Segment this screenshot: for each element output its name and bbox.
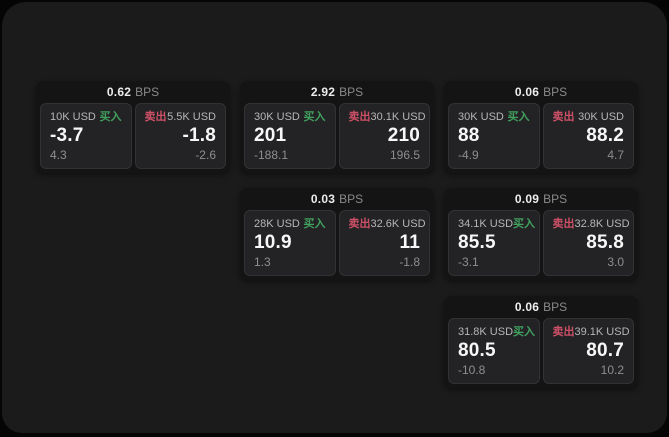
sell-delta: 3.0 <box>607 255 624 269</box>
buy-label: 买入 <box>303 111 326 123</box>
buy-price: 88 <box>458 125 480 146</box>
sell-amount: 32.6K USD <box>370 218 426 230</box>
buy-label: 买入 <box>513 218 536 230</box>
sell-amount: 30.1K USD <box>370 111 426 123</box>
bps-header: 0.06 BPS <box>444 81 638 103</box>
sell-label: 卖出 <box>348 111 371 123</box>
buy-amount: 30K USD <box>254 111 300 123</box>
buy-price: 85.5 <box>458 232 496 253</box>
bps-label: BPS <box>543 300 568 314</box>
quote-body: 10K USD 买入 -3.7 4.3 卖出 5.5K USD -1.8 -2.… <box>36 103 230 173</box>
sell-price: 80.7 <box>586 340 624 361</box>
sell-panel[interactable]: 卖出 32.8K USD 85.8 3.0 <box>542 210 634 276</box>
quote-body: 31.8K USD 买入 80.5 -10.8 卖出 39.1K USD 80.… <box>444 318 638 388</box>
bps-label: BPS <box>543 85 568 99</box>
sell-panel[interactable]: 卖出 30K USD 88.2 4.7 <box>542 103 634 169</box>
bps-header: 0.06 BPS <box>444 296 638 318</box>
buy-panel[interactable]: 30K USD 买入 88 -4.9 <box>448 103 540 169</box>
sell-panel[interactable]: 卖出 30.1K USD 210 196.5 <box>338 103 430 169</box>
sell-price: 210 <box>387 125 420 146</box>
bps-label: BPS <box>339 192 364 206</box>
buy-delta: -3.1 <box>458 255 479 269</box>
bps-value: 0.03 <box>310 192 336 206</box>
buy-delta: 4.3 <box>50 148 67 162</box>
bps-label: BPS <box>543 192 568 206</box>
sell-delta: -1.8 <box>399 255 420 269</box>
buy-delta: -10.8 <box>458 363 486 377</box>
bps-value: 0.06 <box>514 300 540 314</box>
buy-price: 201 <box>254 125 287 146</box>
buy-price: 10.9 <box>254 232 292 253</box>
sell-label: 卖出 <box>552 218 575 230</box>
sell-delta: 4.7 <box>607 148 624 162</box>
sell-price: 85.8 <box>586 232 624 253</box>
buy-delta: -188.1 <box>254 148 289 162</box>
bps-value: 0.62 <box>106 85 132 99</box>
buy-price: 80.5 <box>458 340 496 361</box>
quote-body: 34.1K USD 买入 85.5 -3.1 卖出 32.8K USD 85.8… <box>444 210 638 280</box>
sell-delta: 10.2 <box>600 363 624 377</box>
bps-header: 2.92 BPS <box>240 81 434 103</box>
sell-price: 88.2 <box>586 125 624 146</box>
quote-card-2: 2.92 BPS 30K USD 买入 201 -188.1 卖出 30.1K … <box>240 81 434 173</box>
sell-delta: -2.6 <box>195 148 216 162</box>
buy-amount: 30K USD <box>458 111 504 123</box>
buy-label: 买入 <box>303 218 326 230</box>
buy-label: 买入 <box>99 111 122 123</box>
sell-price: 11 <box>399 232 420 253</box>
buy-amount: 31.8K USD <box>458 326 514 338</box>
sell-label: 卖出 <box>348 218 371 230</box>
quote-card-1: 0.62 BPS 10K USD 买入 -3.7 4.3 卖出 5.5K USD… <box>36 81 230 173</box>
sell-amount: 39.1K USD <box>574 326 630 338</box>
sell-panel[interactable]: 卖出 39.1K USD 80.7 10.2 <box>542 318 634 384</box>
buy-delta: -4.9 <box>458 148 479 162</box>
bps-header: 0.03 BPS <box>240 188 434 210</box>
bps-header: 0.62 BPS <box>36 81 230 103</box>
buy-amount: 10K USD <box>50 111 96 123</box>
sell-label: 卖出 <box>552 111 575 123</box>
bps-value: 2.92 <box>310 85 336 99</box>
bps-value: 0.06 <box>514 85 540 99</box>
bps-label: BPS <box>135 85 160 99</box>
bps-value: 0.09 <box>514 192 540 206</box>
sell-amount: 30K USD <box>578 111 624 123</box>
buy-delta: 1.3 <box>254 255 271 269</box>
quote-body: 28K USD 买入 10.9 1.3 卖出 32.6K USD 11 -1.8 <box>240 210 434 280</box>
sell-amount: 5.5K USD <box>167 111 216 123</box>
buy-amount: 34.1K USD <box>458 218 514 230</box>
sell-panel[interactable]: 卖出 5.5K USD -1.8 -2.6 <box>134 103 226 169</box>
sell-label: 卖出 <box>144 111 167 123</box>
buy-panel[interactable]: 30K USD 买入 201 -188.1 <box>244 103 336 169</box>
quote-card-5: 0.09 BPS 34.1K USD 买入 85.5 -3.1 卖出 32.8K… <box>444 188 638 280</box>
sell-delta: 196.5 <box>389 148 420 162</box>
quote-card-3: 0.06 BPS 30K USD 买入 88 -4.9 卖出 30K USD 8… <box>444 81 638 173</box>
buy-amount: 28K USD <box>254 218 300 230</box>
buy-label: 买入 <box>513 326 536 338</box>
buy-panel[interactable]: 10K USD 买入 -3.7 4.3 <box>40 103 132 169</box>
quote-card-4: 0.03 BPS 28K USD 买入 10.9 1.3 卖出 32.6K US… <box>240 188 434 280</box>
bps-label: BPS <box>339 85 364 99</box>
buy-panel[interactable]: 28K USD 买入 10.9 1.3 <box>244 210 336 276</box>
sell-label: 卖出 <box>552 326 575 338</box>
bps-header: 0.09 BPS <box>444 188 638 210</box>
buy-panel[interactable]: 31.8K USD 买入 80.5 -10.8 <box>448 318 540 384</box>
sell-price: -1.8 <box>182 125 216 146</box>
buy-label: 买入 <box>507 111 530 123</box>
quote-body: 30K USD 买入 201 -188.1 卖出 30.1K USD 210 1… <box>240 103 434 173</box>
sell-amount: 32.8K USD <box>574 218 630 230</box>
sell-panel[interactable]: 卖出 32.6K USD 11 -1.8 <box>338 210 430 276</box>
buy-panel[interactable]: 34.1K USD 买入 85.5 -3.1 <box>448 210 540 276</box>
quote-body: 30K USD 买入 88 -4.9 卖出 30K USD 88.2 4.7 <box>444 103 638 173</box>
buy-price: -3.7 <box>50 125 84 146</box>
quote-card-6: 0.06 BPS 31.8K USD 买入 80.5 -10.8 卖出 39.1… <box>444 296 638 388</box>
